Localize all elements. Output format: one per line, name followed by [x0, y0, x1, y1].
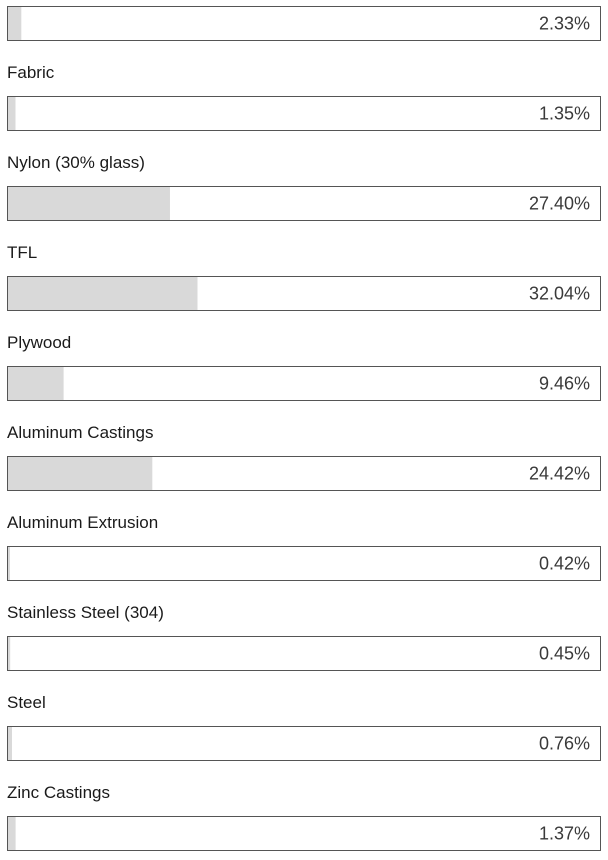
- value-label: 2.33%: [539, 13, 590, 33]
- bar: [7, 366, 64, 401]
- category-label: Stainless Steel (304): [7, 603, 164, 622]
- bar: [7, 816, 16, 851]
- bar-frame: [7, 186, 601, 221]
- bar-frame: [7, 546, 601, 581]
- category-label: Nylon (30% glass): [7, 153, 145, 172]
- bar-frame: [7, 636, 601, 671]
- value-label: 32.04%: [529, 283, 590, 303]
- value-label: 24.42%: [529, 463, 590, 483]
- category-label: Zinc Castings: [7, 783, 110, 802]
- value-label: 1.35%: [539, 103, 590, 123]
- bar: [7, 96, 16, 131]
- category-label: Aluminum Castings: [7, 423, 153, 442]
- value-label: 9.46%: [539, 373, 590, 393]
- value-label: 27.40%: [529, 193, 590, 213]
- value-label: 0.42%: [539, 553, 590, 573]
- bar-frame: [7, 6, 601, 41]
- category-label: Steel: [7, 693, 46, 712]
- value-label: 0.76%: [539, 733, 590, 753]
- category-label: TFL: [7, 243, 37, 262]
- bar-frame: [7, 276, 601, 311]
- category-label: Plywood: [7, 333, 71, 352]
- category-label: Fabric: [7, 63, 55, 82]
- value-label: 0.45%: [539, 643, 590, 663]
- bar-frame: [7, 366, 601, 401]
- bar-frame: [7, 456, 601, 491]
- value-label: 1.37%: [539, 823, 590, 843]
- bar: [7, 546, 10, 581]
- bar-frame: [7, 96, 601, 131]
- bar: [7, 6, 22, 41]
- bar-frame: [7, 726, 601, 761]
- bar: [7, 276, 198, 311]
- bar: [7, 636, 11, 671]
- bar-frame: [7, 816, 601, 851]
- bar: [7, 186, 170, 221]
- category-label: Aluminum Extrusion: [7, 513, 158, 532]
- bar: [7, 726, 13, 761]
- bar: [7, 456, 153, 491]
